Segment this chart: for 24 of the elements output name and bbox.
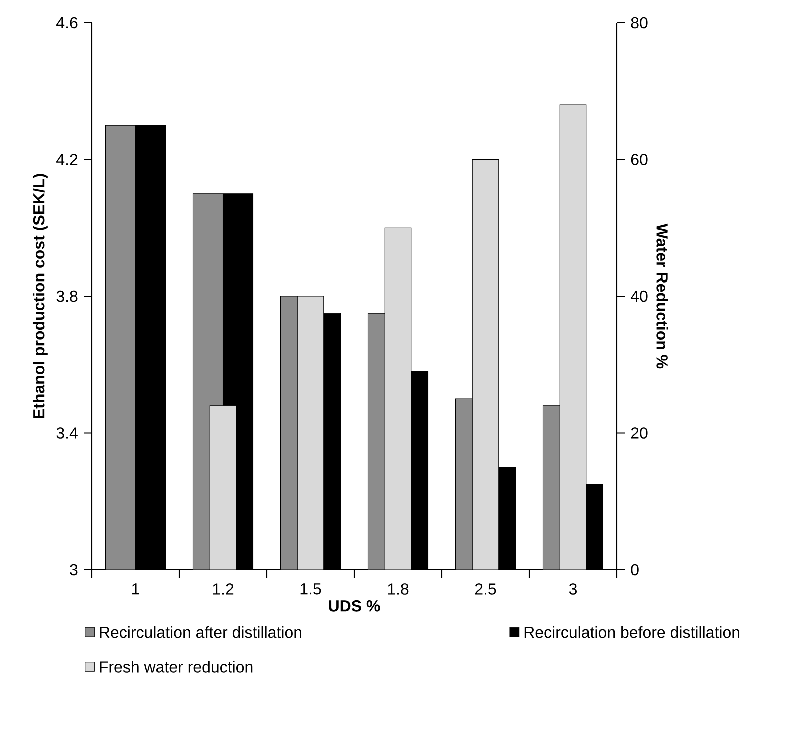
y-tick-label: 3.4	[56, 428, 78, 439]
x-tick-label: 3	[569, 584, 577, 595]
y2-tick-label: 20	[631, 428, 648, 439]
x-tick-label: 2.5	[475, 584, 496, 595]
y-axis-title: Ethanol production cost (SEK/L)	[32, 174, 48, 419]
x-tick-label: 1	[132, 584, 140, 595]
y-tick-label: 4.2	[56, 154, 78, 166]
y2-axis-title: Water Reduction %	[656, 224, 668, 369]
y2-tick-label: 40	[630, 290, 648, 302]
y2-tick-label: 60	[631, 154, 648, 166]
legend-label: Recirculation before distillation	[524, 626, 740, 638]
bar	[560, 104, 587, 570]
legend-label: Recirculation after distillation	[100, 626, 302, 638]
bar	[472, 159, 500, 570]
legend-label: Fresh water reduction	[100, 661, 253, 673]
y-tick-label: 3	[70, 564, 78, 576]
y-tick-label: 3.8	[56, 290, 78, 302]
x-tick-label: 1.8	[388, 584, 409, 595]
x-tick-label: 1.5	[300, 584, 322, 595]
x-axis-title: UDS %	[329, 600, 380, 612]
y2-tick-label: 80	[631, 17, 648, 29]
y2-tick-label: 0	[631, 564, 639, 576]
y-tick-label: 4.6	[56, 17, 78, 29]
x-tick-label: 1.2	[213, 584, 234, 595]
